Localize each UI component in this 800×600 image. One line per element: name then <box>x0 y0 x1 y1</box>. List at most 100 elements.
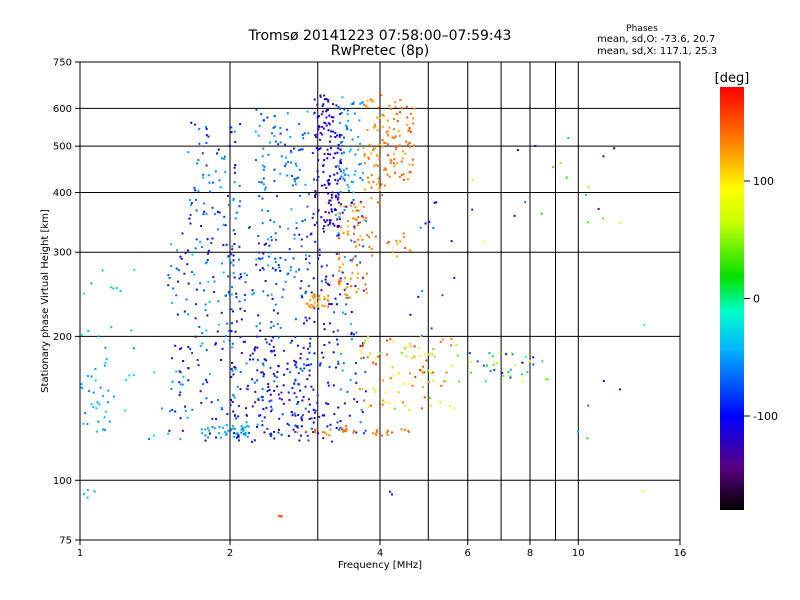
data-point <box>279 326 282 329</box>
data-point <box>230 308 233 311</box>
data-point <box>205 212 208 215</box>
data-point <box>350 333 353 336</box>
data-point <box>270 399 273 402</box>
data-point <box>171 380 174 383</box>
data-point <box>364 429 367 432</box>
data-point <box>80 383 83 386</box>
data-point <box>207 135 210 138</box>
data-point <box>492 363 495 366</box>
data-point <box>341 140 344 143</box>
data-point <box>204 434 207 437</box>
data-point <box>291 339 293 342</box>
data-point <box>187 151 190 154</box>
data-point <box>427 381 430 383</box>
data-point <box>273 380 276 383</box>
data-point <box>267 383 270 385</box>
data-point <box>377 355 380 358</box>
data-point <box>300 238 303 241</box>
data-point <box>112 287 115 290</box>
data-point <box>378 201 381 204</box>
data-point <box>277 143 280 146</box>
data-point <box>355 381 358 384</box>
data-point <box>319 147 322 150</box>
data-point <box>322 127 325 130</box>
data-point <box>220 406 223 409</box>
data-point <box>411 384 414 387</box>
data-point <box>340 141 342 144</box>
data-point <box>338 256 341 259</box>
data-point <box>251 405 254 408</box>
data-point <box>207 252 210 255</box>
data-point <box>285 162 288 165</box>
data-point <box>387 429 389 432</box>
data-point <box>133 268 136 271</box>
data-point <box>408 170 411 173</box>
data-point <box>263 165 266 168</box>
data-point <box>339 388 342 391</box>
data-point <box>329 199 332 202</box>
data-point <box>321 414 324 417</box>
data-point <box>318 125 321 128</box>
data-point <box>294 363 297 366</box>
data-point <box>125 379 127 382</box>
data-point <box>220 359 222 361</box>
data-point <box>501 371 504 374</box>
data-point <box>298 439 301 442</box>
data-point <box>290 151 293 154</box>
data-point <box>386 119 389 122</box>
data-point <box>259 329 262 332</box>
data-point <box>236 385 239 388</box>
data-point <box>222 244 225 247</box>
data-point <box>375 163 378 166</box>
data-point <box>265 406 268 409</box>
data-point <box>253 439 256 442</box>
data-point <box>298 268 301 271</box>
data-point <box>389 162 392 165</box>
data-point <box>214 213 217 216</box>
data-point <box>230 322 233 325</box>
data-point <box>336 343 339 346</box>
data-point <box>336 226 339 229</box>
data-point <box>294 378 297 381</box>
data-point <box>279 132 282 135</box>
data-point <box>181 429 184 432</box>
data-point <box>323 323 326 326</box>
data-point <box>217 300 220 303</box>
data-point <box>338 266 341 269</box>
data-point <box>417 295 420 298</box>
data-point <box>337 144 340 146</box>
data-point <box>274 140 277 143</box>
data-point <box>329 175 331 178</box>
data-point <box>364 390 367 393</box>
data-point <box>342 311 344 314</box>
data-point <box>312 421 315 424</box>
data-point <box>391 366 394 369</box>
data-point <box>326 219 329 222</box>
data-point <box>409 313 412 316</box>
data-point <box>308 374 311 377</box>
data-point <box>405 140 408 143</box>
data-point <box>404 152 407 155</box>
data-point <box>273 389 276 392</box>
data-point <box>183 310 186 313</box>
data-point <box>179 383 182 386</box>
data-point <box>220 157 223 160</box>
data-point <box>388 175 391 178</box>
data-point <box>262 268 265 271</box>
data-point <box>257 235 260 237</box>
data-point <box>363 103 366 106</box>
data-point <box>597 207 600 210</box>
data-point <box>363 399 365 402</box>
data-point <box>261 267 264 270</box>
data-point <box>201 332 204 335</box>
data-point <box>279 269 282 272</box>
data-point <box>368 245 371 248</box>
data-point <box>374 235 377 238</box>
data-point <box>329 140 331 143</box>
data-point <box>331 440 334 443</box>
data-point <box>344 293 347 296</box>
data-point <box>219 186 222 189</box>
data-point <box>317 305 320 308</box>
data-point <box>307 398 310 401</box>
data-point <box>509 376 512 379</box>
